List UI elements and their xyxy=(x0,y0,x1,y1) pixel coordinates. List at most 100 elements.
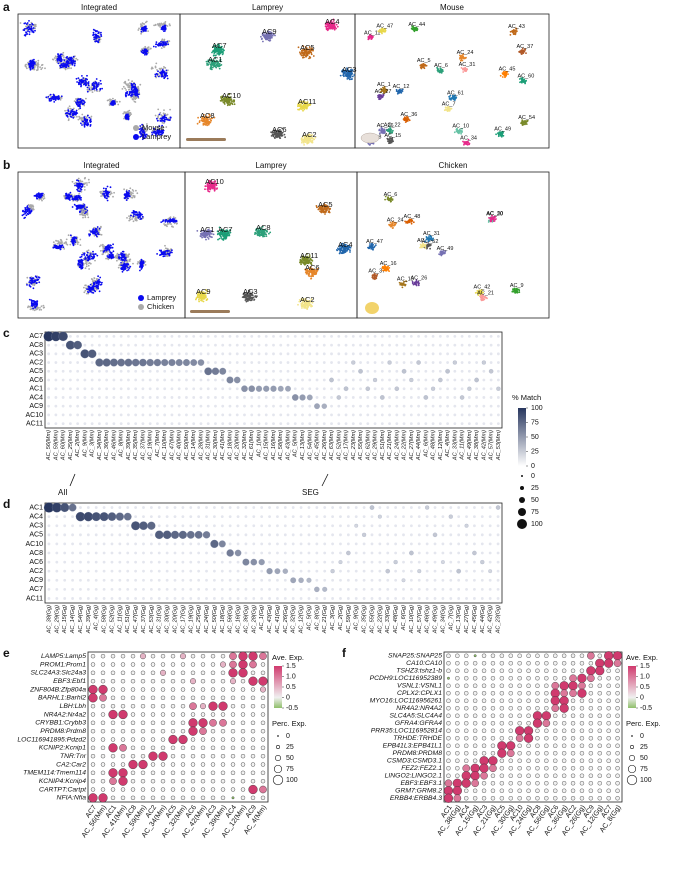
umap-point xyxy=(77,77,80,79)
umap-point xyxy=(92,250,94,253)
umap-point xyxy=(206,120,209,122)
cluster-label: AC_43 xyxy=(508,24,525,30)
cluster-label: AC_31 xyxy=(459,62,476,68)
umap-point xyxy=(64,68,67,71)
umap-point xyxy=(134,85,137,88)
umap-point xyxy=(147,46,150,48)
umap-point xyxy=(71,238,73,241)
umap-point xyxy=(86,259,89,262)
umap-point xyxy=(127,79,130,81)
umap-point xyxy=(160,47,163,49)
umap-point xyxy=(141,22,144,25)
umap-point xyxy=(77,241,80,244)
panel-title: Lamprey xyxy=(255,161,286,170)
cluster-label: AC1 xyxy=(208,55,223,64)
umap-point xyxy=(28,212,31,215)
umap-point xyxy=(125,83,128,86)
umap-point xyxy=(139,130,141,133)
cluster-label: AC_24 xyxy=(457,50,474,56)
umap-point xyxy=(116,259,118,262)
umap-point xyxy=(30,304,33,307)
umap-point xyxy=(23,211,26,213)
umap-point xyxy=(57,58,60,60)
umap-point xyxy=(88,257,90,260)
umap-point xyxy=(37,62,40,64)
umap-point xyxy=(112,250,115,253)
umap-point xyxy=(142,131,144,134)
umap-point xyxy=(164,253,167,255)
umap-point xyxy=(85,116,88,118)
umap-point xyxy=(92,31,95,34)
umap-point xyxy=(93,88,96,90)
umap-point xyxy=(353,74,356,76)
umap-point xyxy=(505,73,508,76)
panel-frame xyxy=(354,13,550,149)
umap-point xyxy=(143,133,146,135)
umap-point xyxy=(382,130,385,133)
cluster-label: AC_7 xyxy=(442,102,456,108)
umap-point xyxy=(85,80,87,83)
umap-point xyxy=(70,59,73,62)
umap-point xyxy=(228,101,231,104)
umap-point xyxy=(155,43,158,45)
umap-point xyxy=(93,89,96,92)
umap-point xyxy=(94,34,97,37)
umap-point xyxy=(47,95,50,98)
umap-point xyxy=(334,26,337,29)
legend-swatch xyxy=(133,125,139,131)
umap-point xyxy=(162,41,165,44)
umap-point xyxy=(79,105,81,108)
umap-point xyxy=(174,220,177,223)
umap-point xyxy=(82,77,85,79)
umap-point xyxy=(80,196,82,199)
umap-point xyxy=(84,289,87,292)
umap-point xyxy=(390,139,393,142)
umap-point xyxy=(29,68,32,71)
umap-point xyxy=(124,111,126,113)
umap-point xyxy=(371,37,373,39)
umap-point xyxy=(88,262,90,265)
umap-point xyxy=(140,261,143,264)
umap-point xyxy=(103,249,106,252)
umap-point xyxy=(65,114,68,117)
umap-point xyxy=(158,113,161,116)
umap-point xyxy=(68,112,71,115)
umap-point xyxy=(202,123,205,126)
umap-point xyxy=(158,75,160,78)
umap-point xyxy=(27,26,29,29)
umap-point xyxy=(100,33,102,36)
umap-point xyxy=(78,98,81,100)
umap-point xyxy=(267,39,270,42)
umap-point xyxy=(24,27,26,30)
umap-point xyxy=(110,99,112,102)
umap-point xyxy=(142,47,145,50)
umap-point xyxy=(105,249,108,252)
umap-point xyxy=(59,66,62,69)
umap-point xyxy=(165,224,168,227)
umap-point xyxy=(126,217,128,219)
umap-point xyxy=(154,114,157,117)
umap-point xyxy=(163,109,165,111)
umap-point xyxy=(162,116,165,118)
umap-point xyxy=(31,30,34,33)
umap-point xyxy=(86,251,89,254)
umap-point xyxy=(70,110,73,112)
umap-point xyxy=(138,89,140,92)
umap-point xyxy=(100,35,103,37)
umap-point xyxy=(139,263,142,266)
umap-point xyxy=(128,253,131,256)
panel-letter: b xyxy=(3,158,10,172)
umap-point xyxy=(68,198,71,201)
umap-point xyxy=(82,81,84,84)
umap-point xyxy=(268,37,271,40)
umap-point xyxy=(74,62,76,65)
cluster-label: AC_12 xyxy=(393,84,410,90)
cluster-label: AC11 xyxy=(298,97,316,106)
umap-point xyxy=(67,61,70,64)
umap-point xyxy=(502,134,505,137)
umap-point xyxy=(159,119,162,122)
umap-point xyxy=(29,63,32,66)
umap-point xyxy=(95,40,97,42)
umap-point xyxy=(407,118,410,121)
umap-point xyxy=(382,29,385,32)
